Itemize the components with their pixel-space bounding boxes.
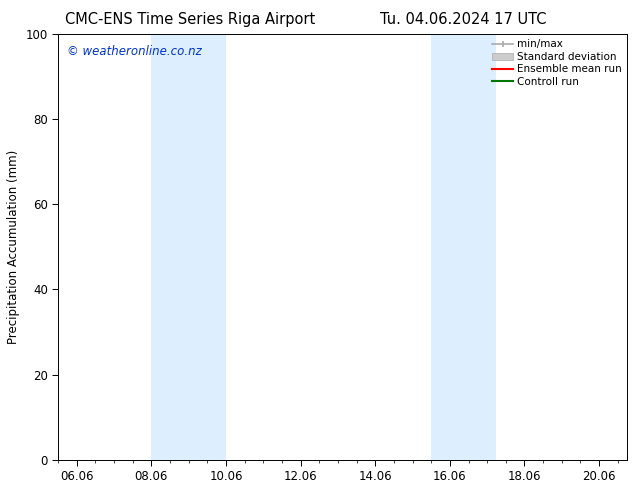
Legend: min/max, Standard deviation, Ensemble mean run, Controll run: min/max, Standard deviation, Ensemble me… (490, 37, 624, 89)
Text: © weatheronline.co.nz: © weatheronline.co.nz (67, 45, 202, 58)
Y-axis label: Precipitation Accumulation (mm): Precipitation Accumulation (mm) (7, 149, 20, 344)
Bar (152, 34, 226, 460)
Text: Tu. 04.06.2024 17 UTC: Tu. 04.06.2024 17 UTC (380, 12, 546, 27)
Text: CMC-ENS Time Series Riga Airport: CMC-ENS Time Series Riga Airport (65, 12, 315, 27)
Bar (431, 34, 496, 460)
